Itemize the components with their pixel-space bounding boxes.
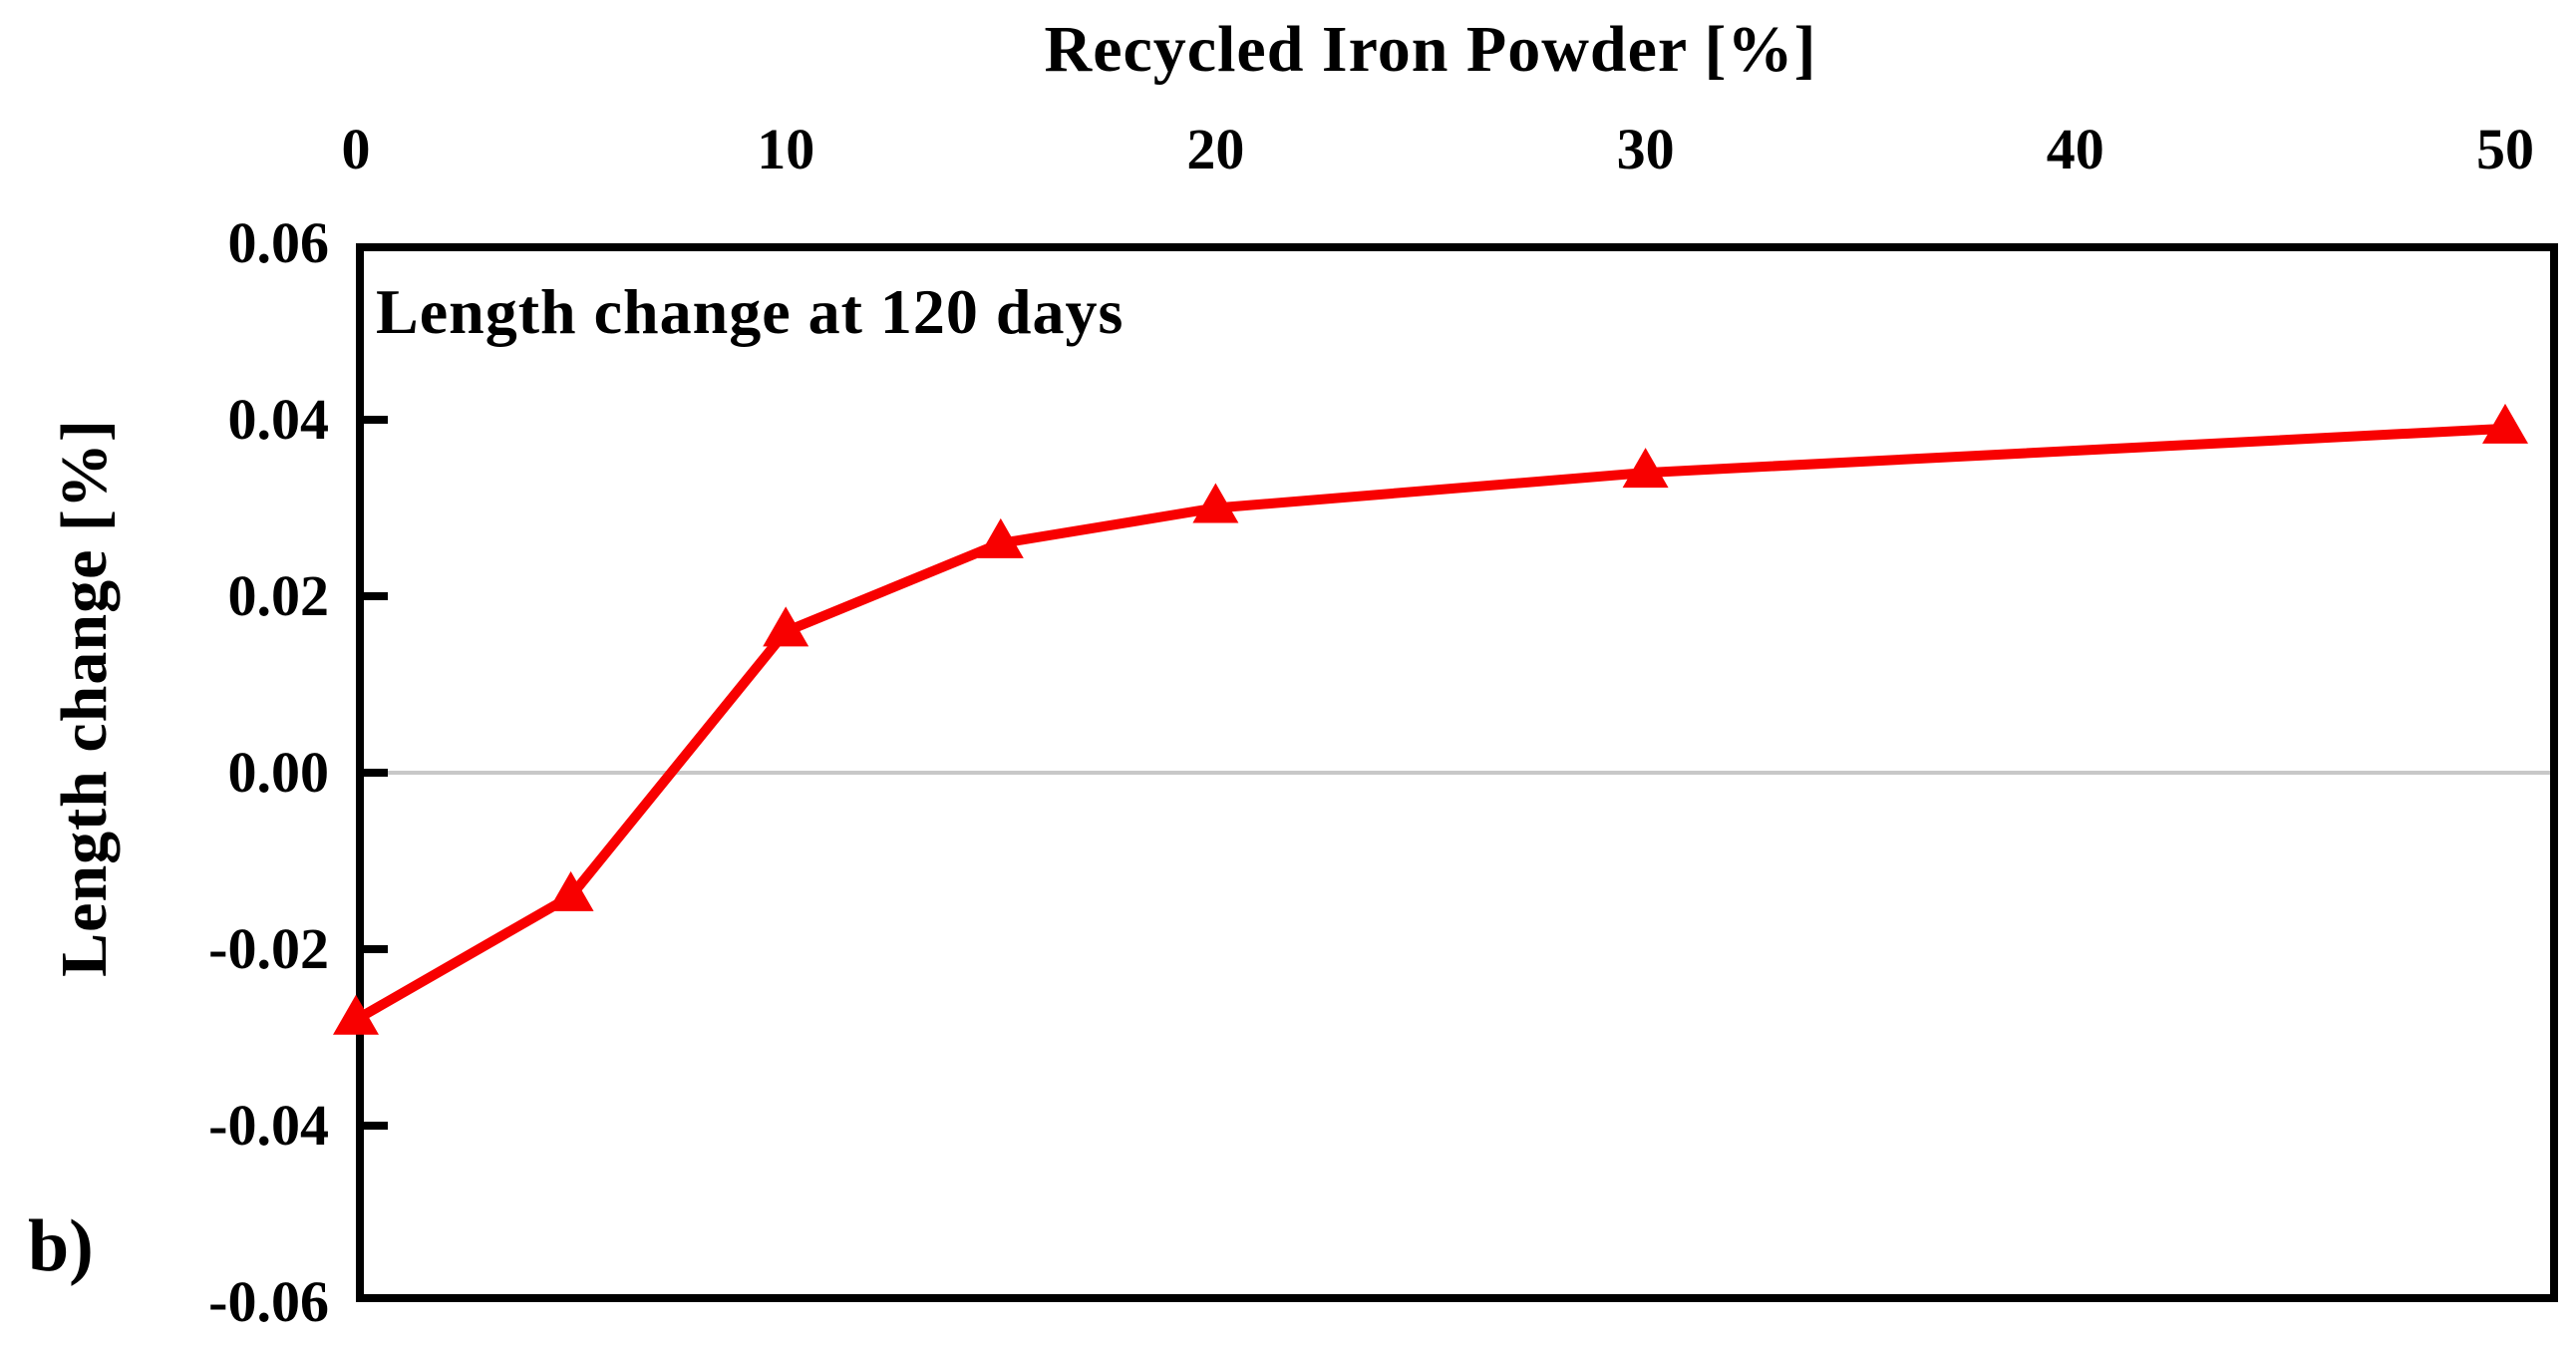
- panel-label: b): [28, 1205, 94, 1287]
- y-axis-title: Length change [%]: [48, 419, 121, 977]
- plot-area: Length change at 120 days: [333, 243, 2558, 1302]
- y-tick-label: 0.04: [227, 387, 330, 452]
- y-tick-mark: [364, 416, 388, 424]
- y-tick-mark: [364, 945, 388, 953]
- x-tick-label: 50: [2476, 117, 2534, 181]
- y-tick-label: -0.04: [208, 1093, 329, 1158]
- y-tick-mark: [364, 769, 388, 777]
- x-tick-label: 0: [341, 117, 371, 181]
- plot-annotation: Length change at 120 days: [376, 276, 1125, 347]
- data-point-marker: [333, 994, 379, 1035]
- data-point-marker: [977, 517, 1024, 558]
- y-tick-label: -0.06: [208, 1269, 329, 1334]
- x-axis-title: Recycled Iron Powder [%]: [1044, 13, 1817, 86]
- series-layer: [333, 403, 2528, 1035]
- data-point-marker: [2482, 403, 2528, 444]
- y-tick-label: -0.02: [208, 916, 329, 981]
- y-tick-mark: [364, 592, 388, 600]
- x-tick-label: 20: [1186, 117, 1245, 181]
- x-tick-label: 40: [2046, 117, 2104, 181]
- data-point-marker: [763, 606, 809, 647]
- x-tick-label: 10: [757, 117, 815, 181]
- data-point-marker: [1192, 483, 1239, 523]
- data-point-marker: [547, 870, 594, 911]
- y-tick-label: 0.06: [227, 210, 330, 275]
- y-tick-mark: [364, 1122, 388, 1130]
- y-tick-label: 0.00: [227, 740, 330, 805]
- x-tick-label: 30: [1616, 117, 1675, 181]
- series-line: [353, 423, 2506, 1025]
- data-point-marker: [1622, 448, 1669, 489]
- y-tick-label: 0.02: [227, 563, 330, 628]
- zero-gridline: [364, 771, 2550, 775]
